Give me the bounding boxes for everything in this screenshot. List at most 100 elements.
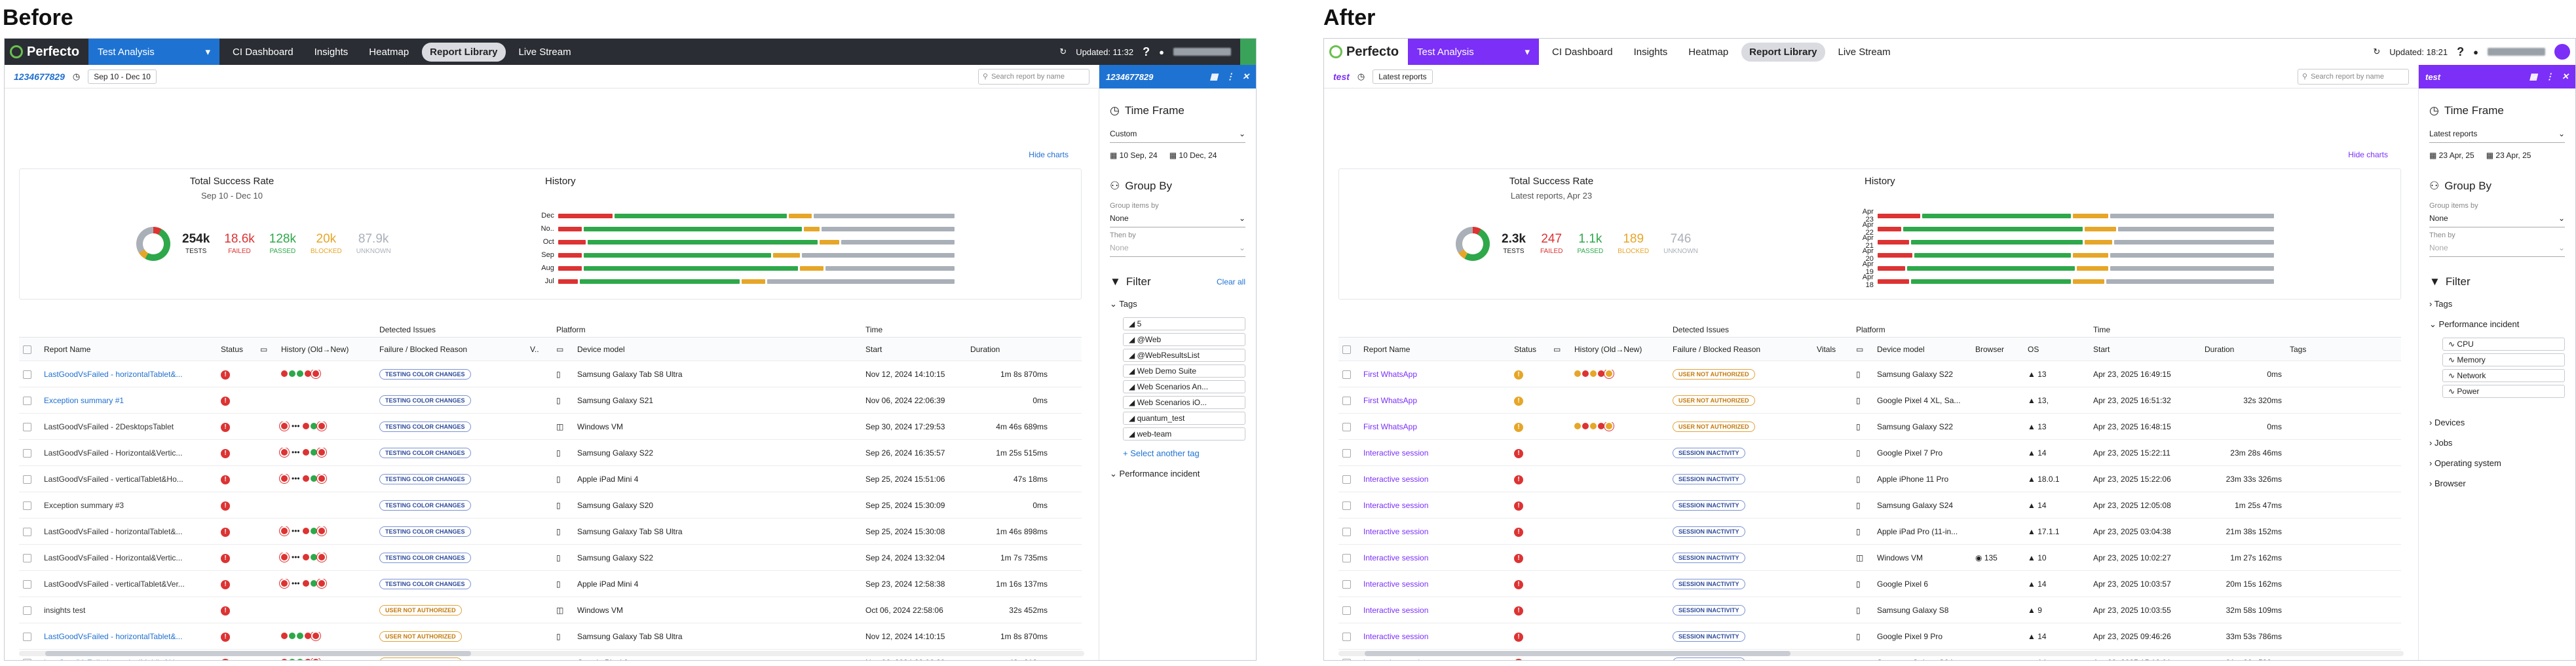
columns-icon[interactable]: ▦ — [1209, 71, 1219, 81]
column-header-tags[interactable]: Tags — [2290, 344, 2307, 354]
failure-reason-badge[interactable]: TESTING COLOR CHANGES — [379, 447, 471, 458]
performance-incident-section[interactable]: ⌄ Performance incident — [1099, 463, 1256, 484]
column-header-vitals[interactable]: Vitals — [1817, 344, 1836, 354]
table-row[interactable]: LastGoodVsFailed - horizontalTablet&...!… — [19, 361, 1082, 387]
column-header-v-[interactable]: V.. — [530, 344, 539, 354]
location-pin-icon[interactable] — [1240, 39, 1256, 65]
report-name-link[interactable]: Exception summary #3 — [44, 500, 124, 510]
filter-section-jobs[interactable]: › Jobs — [2419, 433, 2575, 453]
nav-tab-live-stream[interactable]: Live Stream — [518, 46, 571, 58]
table-row[interactable]: Interactive session! SESSION INACTIVITY ▯ G… — [1338, 440, 2401, 466]
table-row[interactable]: Interactive session! SESSION INACTIVITY ▯ S… — [1338, 597, 2401, 623]
column-header-status[interactable]: Status — [1514, 344, 1537, 354]
history-dots[interactable]: ••• — [281, 448, 326, 457]
failure-reason-badge[interactable]: SESSION INACTIVITY — [1673, 552, 1745, 563]
report-name-link[interactable]: Interactive session — [1363, 631, 1429, 641]
failure-reason-badge[interactable]: SESSION INACTIVITY — [1673, 473, 1745, 484]
group-by-select[interactable]: None ⌄ — [1110, 210, 1245, 227]
table-row[interactable]: First WhatsApp! USER NOT AUTHORIZED ▯ Samsu… — [1338, 361, 2401, 387]
column-header-failure-blocked-reason[interactable]: Failure / Blocked Reason — [1673, 344, 1761, 354]
help-icon[interactable]: ? — [1143, 45, 1150, 58]
column-header-start[interactable]: Start — [865, 344, 882, 354]
report-name-link[interactable]: Interactive session — [1363, 526, 1429, 536]
table-row[interactable]: LastGoodVsFailed - horizontalTablet&...!… — [19, 519, 1082, 545]
column-header-history-old-new-[interactable]: History (Old→New) — [1574, 344, 1642, 354]
perf-filter-chip[interactable]: ∿ Network — [2442, 369, 2565, 382]
table-row[interactable]: Interactive session! SESSION INACTIVITY ▯ A… — [1338, 466, 2401, 492]
user-icon[interactable]: ● — [2473, 47, 2478, 57]
table-row[interactable]: insights test! USER NOT AUTHORIZED ◫ Window… — [19, 597, 1082, 623]
report-name-link[interactable]: Interactive session — [1363, 448, 1429, 458]
tag-chip[interactable]: ◢ 5 — [1123, 317, 1245, 330]
table-row[interactable]: LastGoodVsFailed - Horizontal&Vertic...!… — [19, 545, 1082, 571]
row-checkbox[interactable] — [1342, 396, 1351, 405]
nav-tab-ci-dashboard[interactable]: CI Dashboard — [1552, 46, 1613, 58]
row-checkbox[interactable] — [23, 579, 31, 589]
horizontal-scrollbar[interactable] — [19, 651, 1084, 656]
table-row[interactable]: LastGoodVsFailed - horizontalTablet&...!… — [19, 623, 1082, 650]
failure-reason-badge[interactable]: TESTING COLOR CHANGES — [379, 552, 471, 563]
column-header-device-model[interactable]: Device model — [577, 344, 625, 354]
tag-chip[interactable]: ◢ @Web — [1123, 333, 1245, 346]
stat-tests[interactable]: 2.3k TESTS — [1502, 232, 1526, 255]
row-checkbox[interactable] — [23, 448, 31, 458]
table-row[interactable]: First WhatsApp! USER NOT AUTHORIZED ▯ Googl… — [1338, 387, 2401, 414]
report-name-link[interactable]: First WhatsApp — [1363, 369, 1418, 379]
history-dots[interactable]: ••• — [281, 526, 326, 536]
report-name-link[interactable]: LastGoodVsFailed - verticalMobile&Ho... — [40, 658, 217, 661]
failure-reason-badge[interactable]: SESSION INACTIVITY — [1673, 631, 1745, 642]
column-header-os[interactable]: OS — [2028, 344, 2039, 354]
location-pin-icon[interactable] — [2554, 44, 2570, 60]
table-row[interactable]: LastGoodVsFailed - verticalTablet&Ho...!… — [19, 466, 1082, 492]
row-checkbox[interactable] — [23, 606, 31, 615]
history-dots[interactable] — [1574, 370, 1614, 377]
row-checkbox[interactable] — [23, 553, 31, 562]
table-row[interactable]: Exception summary #3! TESTING COLOR CHANG… — [19, 492, 1082, 519]
history-dots[interactable] — [281, 658, 320, 660]
failure-reason-badge[interactable]: SESSION INACTIVITY — [1673, 447, 1745, 458]
row-checkbox[interactable] — [1342, 553, 1351, 562]
failure-reason-badge[interactable]: USER NOT AUTHORIZED — [379, 657, 462, 660]
report-name-link[interactable]: LastGoodVsFailed - 2DesktopsTablet — [44, 421, 174, 431]
row-checkbox[interactable] — [23, 396, 31, 405]
column-header-failure-blocked-reason[interactable]: Failure / Blocked Reason — [379, 344, 468, 354]
column-header-report-name[interactable]: Report Name — [1363, 344, 1411, 354]
nav-tab-heatmap[interactable]: Heatmap — [1688, 46, 1729, 58]
search-input[interactable]: ⚲ Search report by name — [2298, 68, 2409, 85]
select-another-tag-button[interactable]: + Select another tag — [1123, 448, 1200, 458]
report-name-link[interactable]: insights test — [44, 605, 86, 615]
tag-chip[interactable]: ◢ Web Scenarios An... — [1123, 380, 1245, 393]
failure-reason-badge[interactable]: SESSION INACTIVITY — [1673, 657, 1745, 660]
row-checkbox[interactable] — [1342, 422, 1351, 431]
failure-reason-badge[interactable]: TESTING COLOR CHANGES — [379, 578, 471, 589]
table-row[interactable]: LastGoodVsFailed - 2DesktopsTablet! ••• TE… — [19, 414, 1082, 440]
hide-charts-button[interactable]: Hide charts — [1029, 150, 1069, 159]
history-dots[interactable] — [281, 632, 320, 639]
table-row[interactable]: Exception summary #1! TESTING COLOR CHANG… — [19, 387, 1082, 414]
tag-chip[interactable]: ◢ Web Scenarios iO... — [1123, 396, 1245, 409]
history-dots[interactable]: ••• — [281, 553, 326, 562]
select-all-checkbox[interactable] — [1342, 345, 1351, 354]
tag-chip[interactable]: ◢ @WebResultsList — [1123, 349, 1245, 362]
failure-reason-badge[interactable]: USER NOT AUTHORIZED — [1673, 421, 1755, 432]
app-selector[interactable]: Test Analysis ▾ — [1408, 39, 1540, 65]
column-header-duration[interactable]: Duration — [970, 344, 1000, 354]
horizontal-scrollbar[interactable] — [1338, 651, 2404, 656]
table-row[interactable]: Interactive session! SESSION INACTIVITY ▯ G… — [1338, 623, 2401, 650]
tags-section[interactable]: › Tags — [2419, 294, 2575, 314]
calendar-icon[interactable]: ◷ — [72, 71, 81, 81]
tag-chip[interactable]: ◢ web-team — [1123, 427, 1245, 441]
report-name-link[interactable]: Exception summary #1 — [44, 395, 124, 405]
report-name-link[interactable]: First WhatsApp — [1363, 395, 1418, 405]
tag-chip[interactable]: ◢ quantum_test — [1123, 412, 1245, 425]
clear-all-button[interactable]: Clear all — [1216, 277, 1245, 286]
failure-reason-badge[interactable]: USER NOT AUTHORIZED — [379, 631, 462, 642]
perfecto-logo[interactable]: Perfecto — [10, 45, 88, 60]
refresh-icon[interactable]: ↻ — [1059, 47, 1067, 56]
nav-tab-report-library[interactable]: Report Library — [422, 42, 506, 62]
column-header-device-model[interactable]: Device model — [1877, 344, 1925, 354]
nav-tab-heatmap[interactable]: Heatmap — [369, 46, 409, 58]
failure-reason-badge[interactable]: USER NOT AUTHORIZED — [1673, 368, 1755, 380]
group-by-select[interactable]: None ⌄ — [2429, 210, 2565, 227]
report-name-link[interactable]: Interactive session — [1363, 500, 1429, 510]
